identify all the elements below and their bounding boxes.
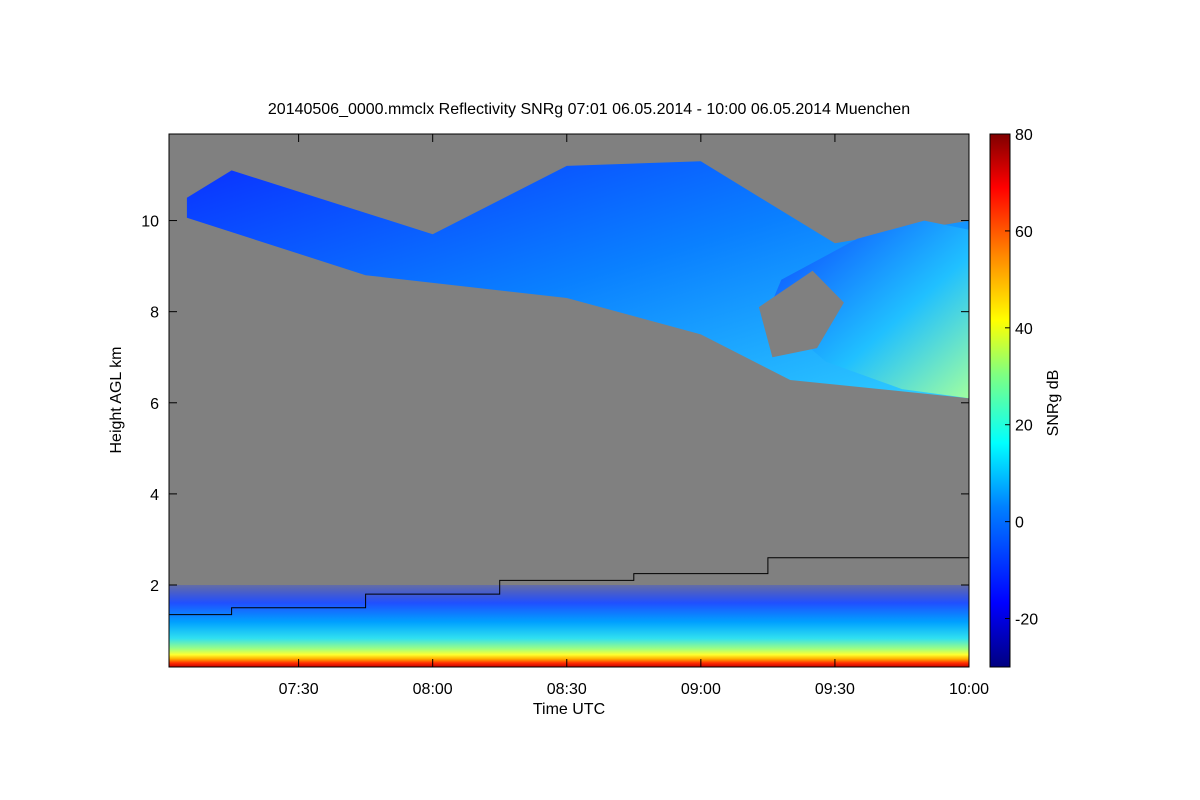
x-tick-label: 10:00: [949, 681, 989, 698]
cloud-gap: [758, 270, 844, 358]
plot-area: [169, 134, 969, 667]
colorbar-tick-label: 20: [1015, 418, 1033, 435]
colorbar: -20 0 20 40 60 80: [989, 127, 1038, 668]
radar-echoes: [169, 161, 969, 667]
colorbar-tick-label: 0: [1015, 515, 1024, 532]
y-axis: 2 4 6 8 10: [141, 214, 969, 595]
y-tick-label: 2: [150, 578, 159, 595]
colorbar-tick-label: 40: [1015, 321, 1033, 338]
colorbar-ticks: -20 0 20 40 60 80: [1005, 127, 1038, 629]
chart-title: 20140506_0000.mmclx Reflectivity SNRg 07…: [268, 101, 910, 118]
x-tick-label: 08:30: [547, 681, 587, 698]
y-tick-label: 6: [150, 396, 159, 413]
plot-frame: [168, 133, 970, 668]
y-tick-label: 4: [150, 487, 159, 504]
boundary-layer-echo: [169, 585, 969, 667]
cloud-lobe-echo: [767, 220, 969, 399]
x-tick-label: 07:30: [279, 681, 319, 698]
y-tick-label: 8: [150, 305, 159, 322]
y-axis-label: Height AGL km: [108, 346, 125, 453]
y-tick-label: 10: [141, 214, 159, 231]
colorbar-gradient: [989, 133, 1011, 668]
boundary-layer-height-line: [169, 557, 969, 616]
colorbar-tick-label: 60: [1015, 224, 1033, 241]
colorbar-tick-label: 80: [1015, 127, 1033, 144]
colorbar-label: SNRg dB: [1045, 370, 1062, 437]
x-tick-label: 09:30: [815, 681, 855, 698]
x-tick-label: 09:00: [681, 681, 721, 698]
x-axis-label: Time UTC: [533, 701, 605, 718]
x-axis: 07:30 08:00 08:30 09:00 09:30 10:00: [279, 134, 989, 698]
colorbar-tick-label: -20: [1015, 612, 1038, 629]
x-tick-label: 08:00: [413, 681, 453, 698]
